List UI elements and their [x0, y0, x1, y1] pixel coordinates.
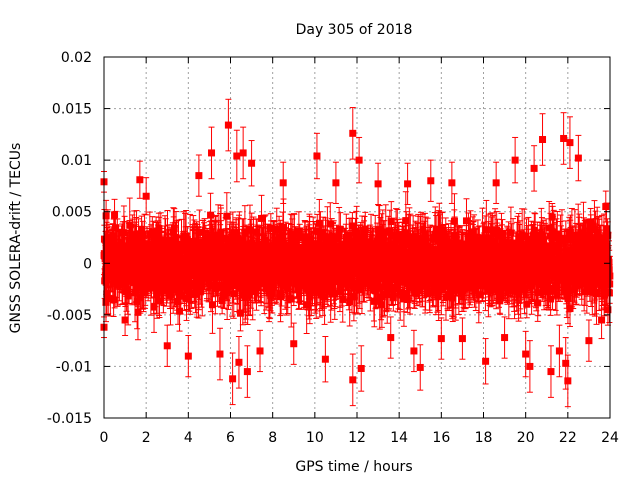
x-tick-label: 18	[475, 430, 493, 446]
chart-title: Day 305 of 2018	[296, 22, 413, 38]
y-tick-label: 0.01	[61, 153, 92, 169]
y-tick-label: 0	[83, 256, 92, 272]
y-tick-label: -0.005	[47, 308, 92, 324]
x-tick-label: 0	[100, 430, 109, 446]
y-tick-label: 0.005	[52, 205, 92, 221]
x-tick-label: 24	[601, 430, 619, 446]
x-tick-label: 12	[348, 430, 366, 446]
x-tick-label: 2	[142, 430, 151, 446]
x-tick-label: 20	[517, 430, 535, 446]
y-tick-label: 0.02	[61, 50, 92, 66]
x-axis-label: GPS time / hours	[295, 459, 412, 475]
data-series	[100, 98, 614, 408]
y-tick-label: -0.015	[47, 411, 92, 427]
x-tick-label: 22	[559, 430, 577, 446]
y-tick-label: 0.015	[52, 102, 92, 118]
x-tick-label: 16	[432, 430, 450, 446]
x-tick-label: 4	[184, 430, 193, 446]
y-axis-label: GNSS SOLERA-drift / TECUs	[8, 143, 24, 334]
x-tick-label: 10	[306, 430, 324, 446]
x-tick-label: 8	[268, 430, 277, 446]
x-tick-label: 6	[226, 430, 235, 446]
y-tick-label: -0.01	[56, 359, 92, 375]
x-tick-label: 14	[390, 430, 408, 446]
